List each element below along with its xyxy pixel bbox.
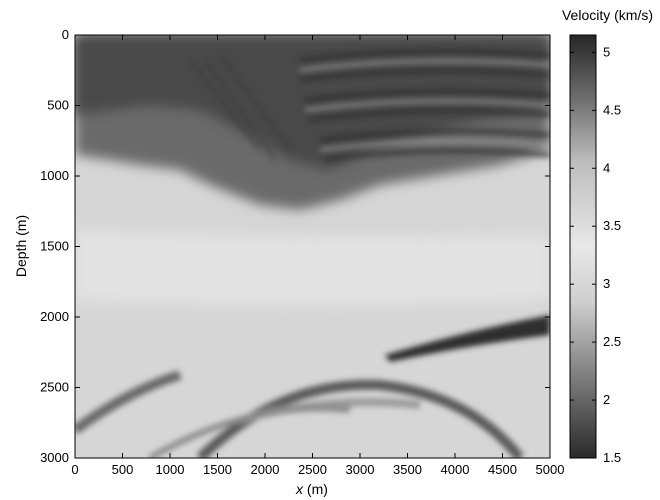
x-tick-label: 3500: [393, 462, 422, 477]
x-tick-label: 3000: [346, 462, 375, 477]
x-tick-label: 0: [71, 462, 78, 477]
y-tick-label: 0: [62, 27, 69, 42]
y-tick-label: 1500: [40, 239, 69, 254]
colorbar-title: Velocity (km/s): [562, 7, 653, 23]
x-tick-label: 1000: [156, 462, 185, 477]
colorbar-tick-label: 3: [603, 276, 610, 291]
y-tick-label: 500: [47, 98, 69, 113]
x-axis-ticks: 0 500 1000 1500 2000 2500 3000 3500 4000 4500 5000: [71, 35, 564, 477]
y-axis-ticks: 0 500 1000 1500 2000 2500 3000: [40, 27, 550, 465]
y-tick-label: 1000: [40, 168, 69, 183]
x-tick-label: 4000: [441, 462, 470, 477]
velocity-image: [75, 35, 550, 458]
x-tick-label: 1500: [203, 462, 232, 477]
y-tick-label: 3000: [40, 450, 69, 465]
colorbar-ticks: 1.5 2 2.5 3 3.5 4 4.5 5: [570, 44, 621, 465]
colorbar-tick-label: 5: [603, 44, 610, 59]
colorbar-tick-label: 2: [603, 392, 610, 407]
x-tick-label: 2000: [251, 462, 280, 477]
x-tick-label: 4500: [488, 462, 517, 477]
colorbar-tick-label: 2.5: [603, 334, 621, 349]
y-axis-label: Depth (m): [13, 215, 29, 277]
colorbar-tick-label: 4: [603, 160, 610, 175]
x-tick-label: 5000: [536, 462, 565, 477]
y-tick-label: 2000: [40, 309, 69, 324]
y-tick-label: 2500: [40, 380, 69, 395]
colorbar-tick-label: 4.5: [603, 102, 621, 117]
x-tick-label: 2500: [298, 462, 327, 477]
x-tick-label: 500: [112, 462, 134, 477]
colorbar: [569, 34, 597, 459]
x-axis-label: x (m): [295, 481, 328, 497]
colorbar-tick-label: 1.5: [603, 450, 621, 465]
colorbar-tick-label: 3.5: [603, 218, 621, 233]
